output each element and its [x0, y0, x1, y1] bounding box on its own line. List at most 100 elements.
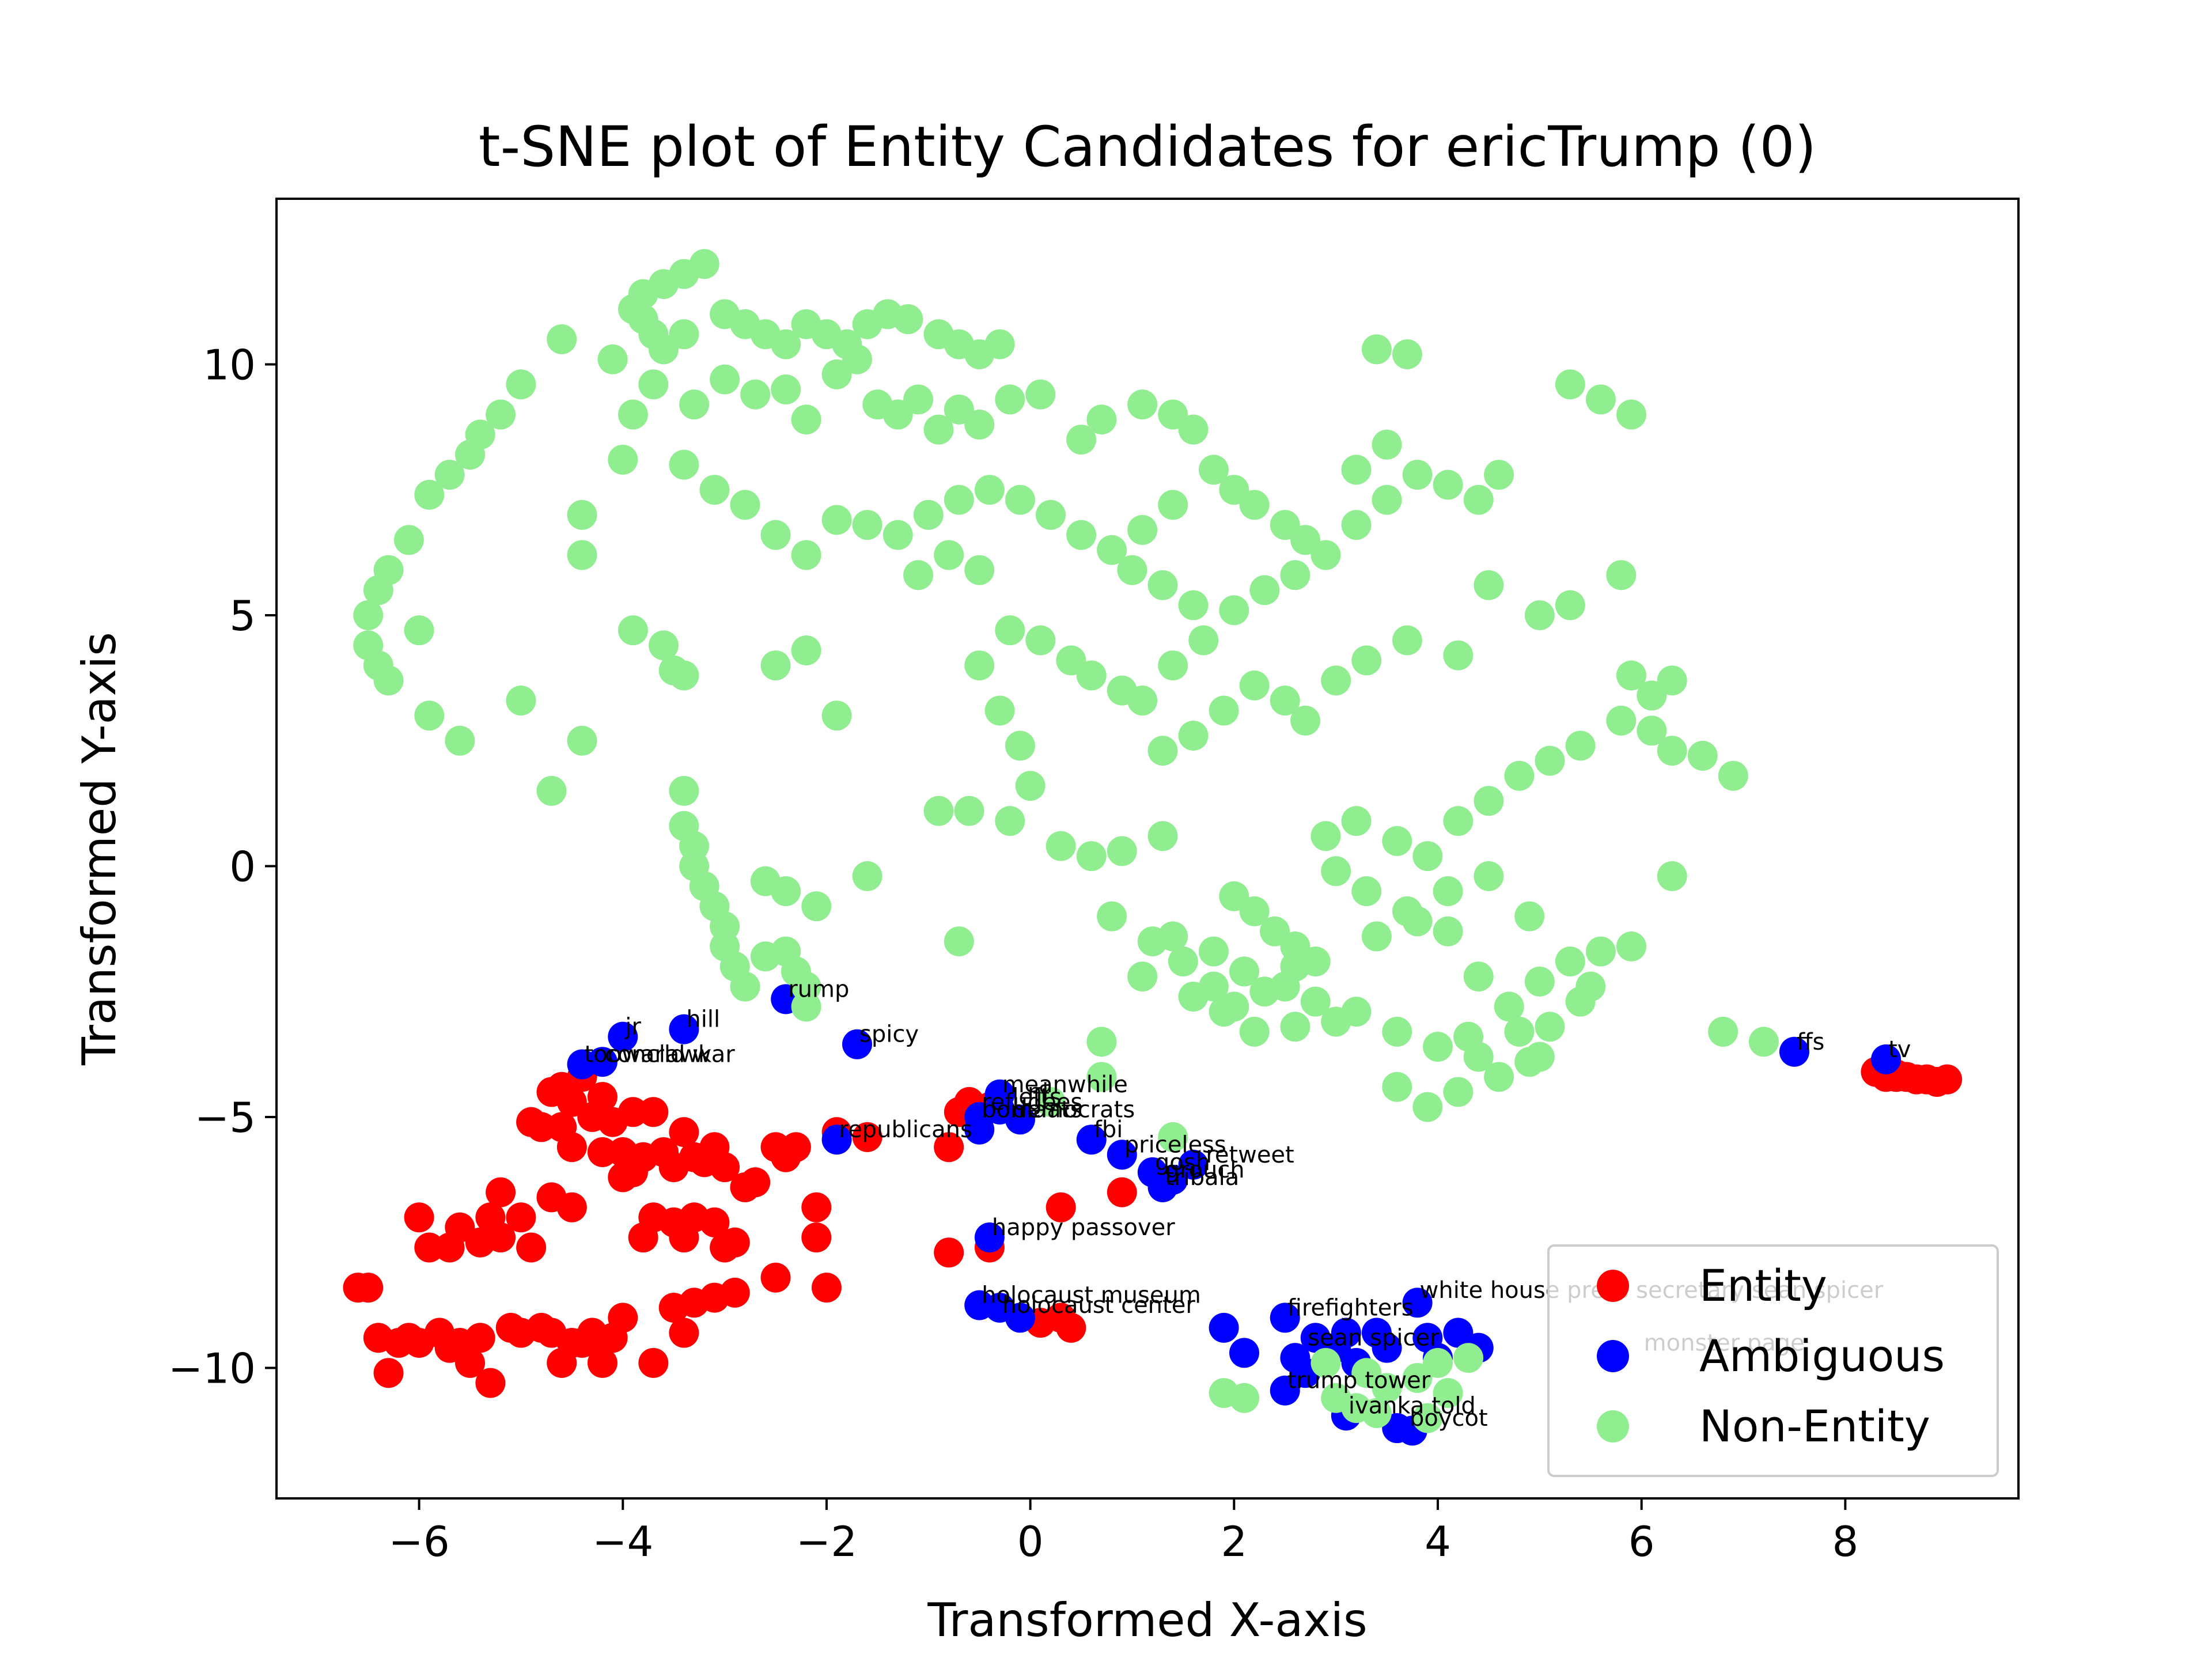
point-non-entity [1290, 525, 1321, 555]
point-non-entity [1555, 946, 1585, 976]
point-annotation: holocaust museum [982, 1282, 1201, 1309]
y-tick-label: 0 [229, 842, 256, 891]
point-non-entity [1005, 730, 1035, 761]
point-entity [373, 1358, 404, 1388]
point-non-entity [995, 806, 1025, 836]
point-non-entity [1392, 339, 1422, 370]
point-non-entity [1657, 861, 1687, 891]
point-non-entity [547, 324, 577, 354]
point-entity [719, 1227, 750, 1258]
point-non-entity [1535, 745, 1565, 776]
point-non-entity [1433, 876, 1463, 907]
point-non-entity [1585, 936, 1616, 967]
point-non-entity [1412, 1403, 1443, 1433]
y-tick-label: 5 [229, 592, 256, 640]
point-non-entity [506, 369, 536, 400]
point-non-entity [1351, 876, 1382, 907]
point-non-entity [730, 971, 760, 1002]
point-non-entity [1178, 981, 1209, 1012]
point-non-entity [1310, 1347, 1341, 1378]
point-non-entity [1463, 961, 1494, 992]
x-tick-label: −2 [796, 1517, 857, 1566]
point-non-entity [995, 615, 1025, 646]
point-ambiguous [1005, 1303, 1035, 1333]
x-tick-label: 0 [1017, 1517, 1044, 1566]
point-non-entity [669, 449, 699, 480]
y-tick-label: −5 [195, 1093, 256, 1142]
point-entity [934, 1237, 964, 1268]
point-non-entity [821, 701, 852, 731]
point-non-entity [974, 475, 1005, 505]
point-non-entity [944, 926, 974, 957]
point-non-entity [1524, 966, 1555, 997]
point-non-entity [669, 775, 699, 806]
point-non-entity [1270, 686, 1300, 716]
point-annotation: gosh [1155, 1149, 1210, 1176]
point-non-entity [1361, 921, 1392, 952]
point-entity [506, 1202, 536, 1233]
point-ambiguous [1005, 1104, 1035, 1135]
point-annotation: ffs [1797, 1029, 1824, 1055]
point-annotation: conclawk [605, 1042, 712, 1068]
point-non-entity [730, 490, 760, 520]
point-entity [710, 1152, 740, 1183]
point-annotation: retweet [1206, 1142, 1294, 1168]
point-non-entity [1127, 686, 1158, 716]
point-ambiguous [821, 1125, 852, 1155]
point-entity [811, 1273, 842, 1303]
point-non-entity [567, 725, 597, 756]
point-non-entity [1504, 760, 1535, 791]
point-non-entity [1443, 640, 1474, 671]
point-entity [465, 1323, 495, 1353]
point-entity [801, 1192, 832, 1222]
point-entity [608, 1162, 638, 1192]
point-entity [404, 1202, 434, 1233]
point-non-entity [1514, 901, 1545, 932]
point-entity [852, 1122, 882, 1152]
point-entity [1056, 1312, 1086, 1343]
point-non-entity [821, 505, 852, 535]
point-non-entity [1341, 806, 1372, 836]
point-annotation: jr [624, 1014, 641, 1040]
point-entity [669, 1117, 699, 1148]
point-annotation: fbi [1094, 1116, 1123, 1143]
point-ambiguous [1372, 1332, 1402, 1363]
point-non-entity [791, 404, 821, 435]
point-non-entity [679, 389, 710, 420]
point-ambiguous [1402, 1288, 1433, 1318]
point-non-entity [1198, 455, 1229, 485]
point-ambiguous [1076, 1125, 1107, 1155]
point-non-entity [363, 575, 393, 605]
point-non-entity [1606, 560, 1637, 590]
point-non-entity [1076, 841, 1107, 872]
y-tick-label: 10 [203, 340, 256, 389]
point-non-entity [934, 540, 964, 570]
point-non-entity [882, 520, 913, 550]
point-non-entity [1443, 806, 1474, 836]
point-ambiguous [1779, 1036, 1809, 1067]
point-entity [699, 1207, 730, 1237]
point-ambiguous [1270, 1303, 1300, 1333]
point-non-entity [1188, 625, 1219, 656]
point-non-entity [1015, 771, 1046, 801]
point-non-entity [903, 384, 934, 415]
point-non-entity [1657, 736, 1687, 766]
point-non-entity [638, 369, 669, 400]
point-non-entity [964, 650, 995, 681]
point-non-entity [1310, 821, 1341, 851]
point-non-entity [1280, 560, 1310, 590]
point-non-entity [1402, 906, 1433, 937]
point-non-entity [1341, 455, 1372, 485]
point-non-entity [1524, 600, 1555, 630]
point-non-entity [760, 520, 791, 550]
point-non-entity [1229, 956, 1259, 987]
point-non-entity [1117, 555, 1147, 585]
point-non-entity [842, 344, 872, 374]
point-non-entity [1484, 1062, 1514, 1092]
x-tick-label: −6 [389, 1517, 450, 1566]
point-non-entity [1443, 1077, 1474, 1107]
point-annotation: sean spicer [1308, 1325, 1440, 1351]
point-non-entity [1025, 379, 1056, 410]
point-non-entity [923, 414, 954, 445]
point-non-entity [1168, 946, 1198, 976]
